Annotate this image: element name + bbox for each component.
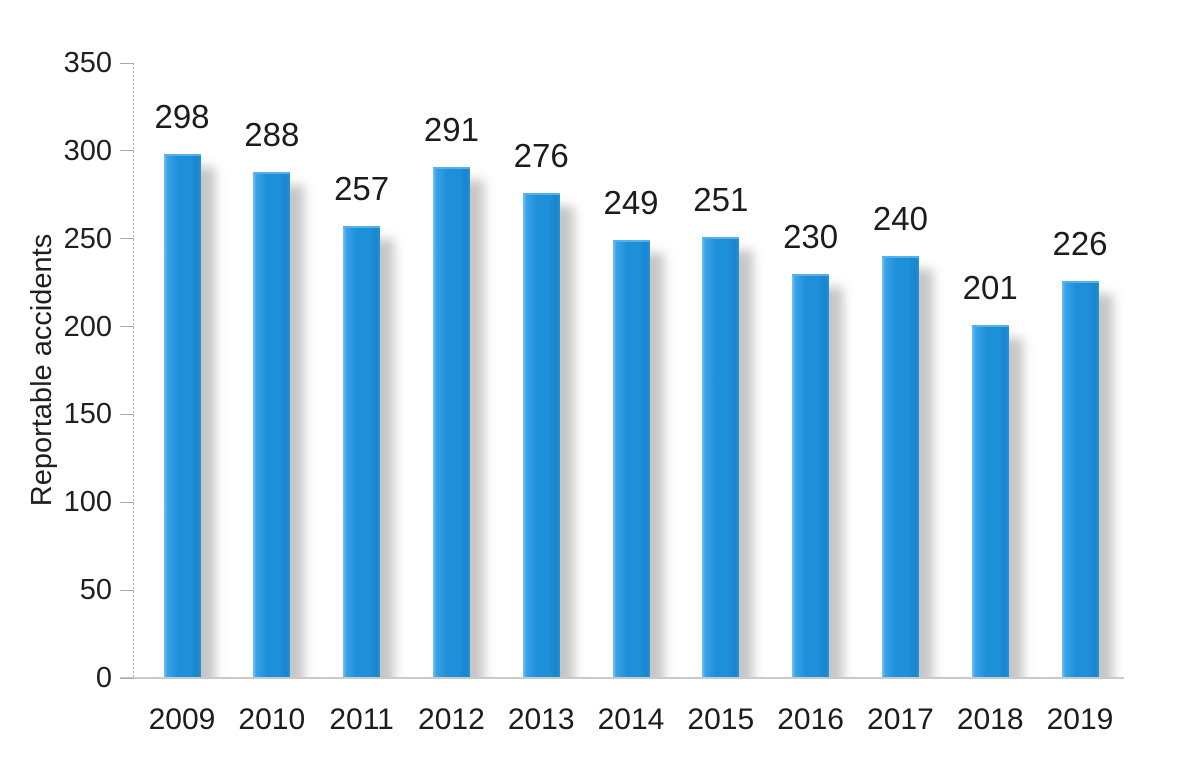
y-tick-label: 100 [63, 486, 112, 519]
x-tick-label: 2018 [956, 703, 1024, 736]
x-tick-label: 2009 [148, 703, 216, 736]
y-tick-mark [120, 150, 134, 152]
bar-value-label: 298 [154, 98, 210, 136]
y-tick-mark [120, 238, 134, 240]
y-tick-label: 50 [79, 574, 112, 607]
bar-2015 [702, 236, 740, 678]
bar-2018 [971, 324, 1009, 678]
bar-value-label: 291 [423, 110, 479, 148]
plot-area: 298 288 257 291 276 249 251 230 240 201 226 [154, 98, 1108, 678]
bar-value-label: 240 [872, 200, 928, 238]
y-tick-label: 350 [63, 47, 112, 79]
y-tick-mark [120, 677, 134, 679]
bar-2013 [522, 193, 560, 678]
bar-value-label: 226 [1052, 224, 1108, 262]
bar-2019 [1061, 280, 1099, 678]
y-tick-mark [120, 413, 134, 415]
bar-value-label: 201 [962, 268, 1018, 306]
y-tick-label: 250 [63, 222, 112, 255]
bar-value-label: 251 [693, 180, 749, 218]
bar-value-label: 276 [513, 137, 569, 175]
bar-2010 [253, 171, 291, 678]
bar-value-label: 249 [603, 184, 659, 222]
bar-value-label: 257 [334, 170, 390, 208]
y-axis-line [133, 63, 134, 678]
bar-2011 [343, 226, 381, 678]
x-tick-label: 2011 [329, 703, 394, 736]
x-tick-label: 2010 [238, 703, 306, 736]
bar-value-label: 288 [244, 115, 300, 153]
y-tick-label: 0 [95, 662, 112, 694]
x-tick-label: 2015 [687, 703, 755, 736]
x-tick-label: 2017 [867, 703, 934, 736]
x-tick-label: 2019 [1046, 703, 1114, 736]
y-tick-label: 150 [63, 398, 112, 431]
bar-2016 [792, 273, 830, 678]
y-tick-mark [120, 501, 134, 503]
y-tick-mark [120, 589, 134, 591]
x-tick-label: 2016 [777, 703, 844, 736]
bar-2017 [881, 256, 919, 678]
x-tick-label: 2014 [597, 703, 665, 736]
x-tick-label: 2012 [418, 703, 485, 736]
bar-2012 [432, 166, 470, 678]
y-tick-mark [120, 326, 134, 328]
x-axis-line [120, 677, 1124, 679]
bar-value-label: 230 [783, 217, 839, 255]
bar-2009 [163, 154, 201, 678]
y-tick-label: 200 [63, 310, 112, 343]
bar-2014 [612, 240, 650, 678]
y-tick-label: 300 [63, 134, 112, 167]
y-tick-mark [120, 62, 134, 64]
x-tick-label: 2013 [507, 703, 575, 736]
